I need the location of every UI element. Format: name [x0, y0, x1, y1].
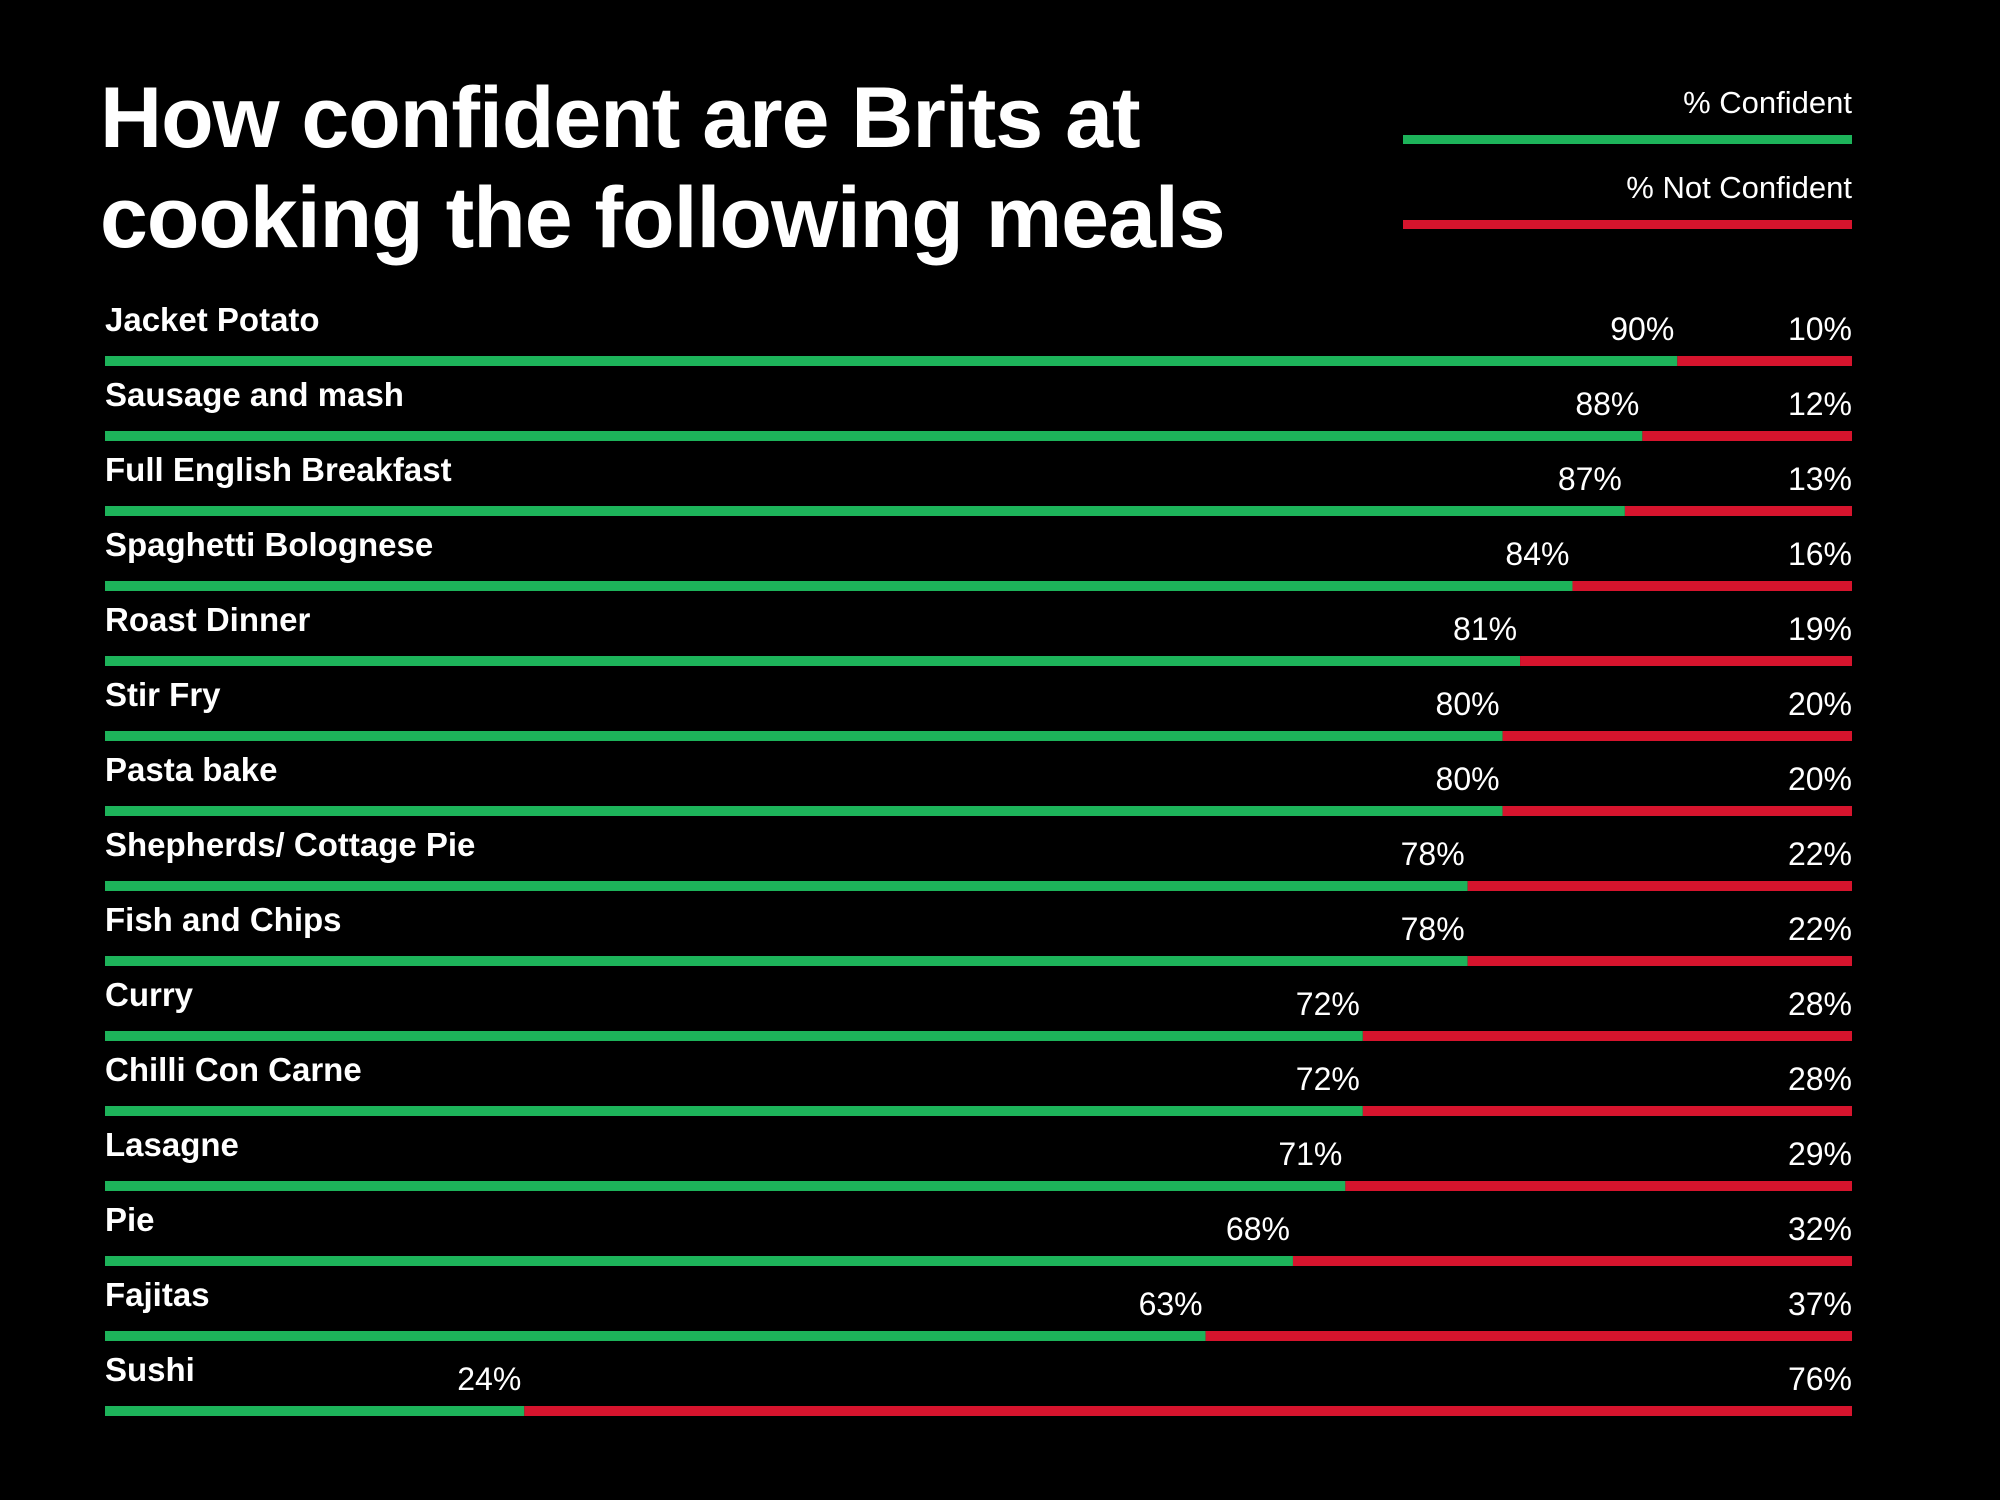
- bar-row: Stir Fry 80% 20%: [105, 676, 1852, 741]
- value-label-confident: 81%: [1453, 611, 1517, 647]
- bar-confident: [105, 656, 1521, 666]
- value-label-not-confident: 28%: [1788, 986, 1852, 1022]
- bar-confident: [105, 1106, 1363, 1116]
- bar-row: Lasagne 71% 29%: [105, 1126, 1852, 1191]
- bar-not-confident: [1642, 431, 1852, 441]
- value-label-not-confident: 13%: [1788, 461, 1852, 497]
- value-label-not-confident: 16%: [1788, 536, 1852, 572]
- bar-not-confident: [1677, 356, 1852, 366]
- value-label-confident: 63%: [1139, 1286, 1203, 1322]
- bar-row: Chilli Con Carne 72% 28%: [105, 1051, 1852, 1116]
- bar-confident: [105, 356, 1678, 366]
- legend-swatch-not-confident: [1403, 220, 1852, 229]
- bar-row: Pie 68% 32%: [105, 1201, 1852, 1266]
- bar-confident: [105, 1406, 525, 1416]
- legend: % Confident % Not Confident: [1403, 85, 1852, 229]
- value-label-not-confident: 22%: [1788, 911, 1852, 947]
- bar-row: Pasta bake 80% 20%: [105, 751, 1852, 816]
- value-label-confident: 88%: [1575, 386, 1639, 422]
- bar-not-confident: [1572, 581, 1852, 591]
- category-label: Full English Breakfast: [105, 451, 452, 488]
- value-label-not-confident: 28%: [1788, 1061, 1852, 1097]
- value-label-confident: 78%: [1401, 836, 1465, 872]
- bar-not-confident: [1362, 1106, 1852, 1116]
- value-label-not-confident: 32%: [1788, 1211, 1852, 1247]
- value-label-confident: 24%: [457, 1361, 521, 1397]
- legend-label-not-confident: % Not Confident: [1626, 170, 1852, 205]
- category-label: Jacket Potato: [105, 301, 320, 338]
- bar-confident: [105, 431, 1643, 441]
- bar-row: Sushi 24% 76%: [105, 1351, 1852, 1416]
- bar-rows: Jacket Potato 90% 10% Sausage and mash 88% 12…: [105, 301, 1852, 1416]
- bar-confident: [105, 506, 1625, 516]
- bar-not-confident: [1624, 506, 1852, 516]
- bar-confident: [105, 1181, 1346, 1191]
- value-label-not-confident: 12%: [1788, 386, 1852, 422]
- bar-confident: [105, 581, 1573, 591]
- bar-confident: [105, 1256, 1293, 1266]
- bar-not-confident: [1467, 956, 1852, 966]
- bar-not-confident: [1502, 806, 1852, 816]
- value-label-confident: 78%: [1401, 911, 1465, 947]
- legend-swatch-confident: [1403, 135, 1852, 144]
- bar-confident: [105, 1331, 1206, 1341]
- bar-confident: [105, 806, 1503, 816]
- bar-row: Shepherds/ Cottage Pie 78% 22%: [105, 826, 1852, 891]
- chart-title: How confident are Brits at cooking the f…: [100, 70, 1226, 266]
- category-label: Spaghetti Bolognese: [105, 526, 433, 563]
- value-label-confident: 80%: [1436, 761, 1500, 797]
- bar-not-confident: [1205, 1331, 1852, 1341]
- bar-row: Full English Breakfast 87% 13%: [105, 451, 1852, 516]
- category-label: Sushi: [105, 1351, 195, 1388]
- category-label: Sausage and mash: [105, 376, 404, 413]
- category-label: Stir Fry: [105, 676, 221, 713]
- category-label: Fajitas: [105, 1276, 210, 1313]
- category-label: Fish and Chips: [105, 901, 342, 938]
- value-label-not-confident: 20%: [1788, 761, 1852, 797]
- value-label-not-confident: 20%: [1788, 686, 1852, 722]
- category-label: Pasta bake: [105, 751, 277, 788]
- category-label: Curry: [105, 976, 194, 1013]
- value-label-not-confident: 19%: [1788, 611, 1852, 647]
- bar-row: Sausage and mash 88% 12%: [105, 376, 1852, 441]
- value-label-confident: 71%: [1278, 1136, 1342, 1172]
- bar-confident: [105, 731, 1503, 741]
- value-label-not-confident: 29%: [1788, 1136, 1852, 1172]
- bar-confident: [105, 1031, 1363, 1041]
- legend-label-confident: % Confident: [1683, 85, 1852, 120]
- value-label-not-confident: 37%: [1788, 1286, 1852, 1322]
- value-label-not-confident: 22%: [1788, 836, 1852, 872]
- value-label-confident: 72%: [1296, 986, 1360, 1022]
- value-label-confident: 68%: [1226, 1211, 1290, 1247]
- value-label-confident: 72%: [1296, 1061, 1360, 1097]
- bar-row: Jacket Potato 90% 10%: [105, 301, 1852, 366]
- value-label-confident: 80%: [1436, 686, 1500, 722]
- bar-not-confident: [524, 1406, 1852, 1416]
- bar-not-confident: [1502, 731, 1852, 741]
- bar-row: Roast Dinner 81% 19%: [105, 601, 1852, 666]
- bar-row: Fajitas 63% 37%: [105, 1276, 1852, 1341]
- bar-confident: [105, 956, 1468, 966]
- category-label: Roast Dinner: [105, 601, 311, 638]
- bar-not-confident: [1467, 881, 1852, 891]
- bar-row: Fish and Chips 78% 22%: [105, 901, 1852, 966]
- value-label-not-confident: 76%: [1788, 1361, 1852, 1397]
- value-label-confident: 84%: [1505, 536, 1569, 572]
- value-label-confident: 90%: [1610, 311, 1674, 347]
- category-label: Shepherds/ Cottage Pie: [105, 826, 475, 863]
- category-label: Pie: [105, 1201, 155, 1238]
- bar-not-confident: [1345, 1181, 1852, 1191]
- bar-not-confident: [1362, 1031, 1852, 1041]
- bar-confident: [105, 881, 1468, 891]
- value-label-confident: 87%: [1558, 461, 1622, 497]
- bar-not-confident: [1292, 1256, 1852, 1266]
- category-label: Chilli Con Carne: [105, 1051, 362, 1088]
- value-label-not-confident: 10%: [1788, 311, 1852, 347]
- bar-row: Spaghetti Bolognese 84% 16%: [105, 526, 1852, 591]
- bar-row: Curry 72% 28%: [105, 976, 1852, 1041]
- bar-not-confident: [1520, 656, 1852, 666]
- category-label: Lasagne: [105, 1126, 239, 1163]
